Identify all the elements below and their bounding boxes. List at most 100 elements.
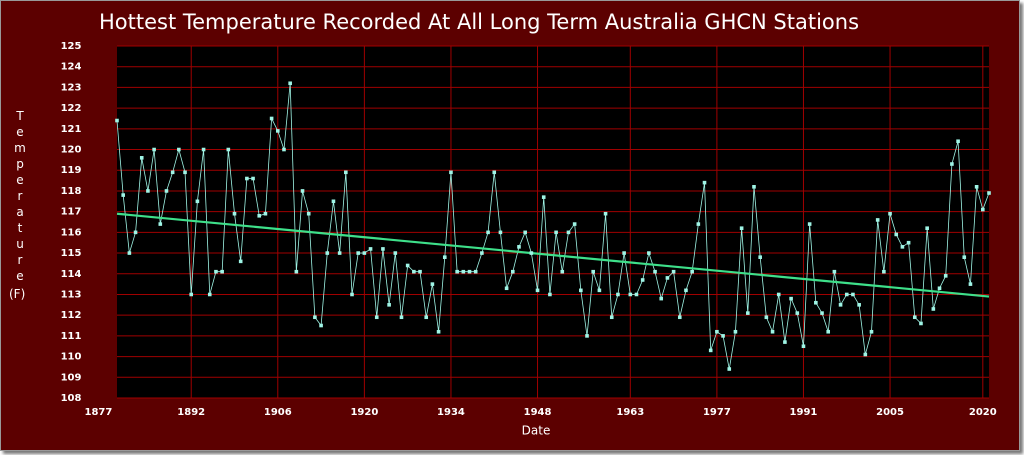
data-point <box>325 251 330 255</box>
data-point <box>344 170 348 175</box>
x-tick-label: 1934 <box>437 407 465 418</box>
data-point <box>517 245 521 249</box>
data-point <box>195 199 200 204</box>
y-tick-label: 120 <box>61 145 82 156</box>
data-line <box>116 83 990 370</box>
data-point <box>158 222 163 226</box>
data-point <box>715 329 719 334</box>
data-point <box>727 367 732 371</box>
data-point <box>498 230 503 235</box>
y-axis-unit: (F) <box>9 287 26 301</box>
x-axis-label: Date <box>522 424 551 438</box>
y-tick-label: 115 <box>61 248 82 259</box>
y-tick-label: 109 <box>61 372 82 383</box>
y-tick-label: 114 <box>61 269 82 280</box>
data-point <box>888 211 892 216</box>
data-point <box>214 269 218 274</box>
data-point <box>572 222 577 226</box>
data-point <box>603 211 608 216</box>
data-point <box>294 269 299 274</box>
data-point <box>931 307 936 311</box>
data-point <box>405 263 410 268</box>
data-point <box>269 116 274 121</box>
data-point <box>362 251 367 255</box>
x-tick-label: 1963 <box>616 407 644 418</box>
x-tick-label: 1906 <box>264 407 292 418</box>
data-point <box>708 348 713 353</box>
data-point <box>919 321 923 326</box>
data-point <box>356 251 360 255</box>
data-point <box>807 222 812 226</box>
data-point <box>152 147 156 152</box>
data-point <box>609 315 614 320</box>
data-point <box>906 240 911 245</box>
data-point <box>282 147 286 152</box>
data-point <box>133 230 138 235</box>
x-tick-label: 1948 <box>524 407 552 418</box>
data-point <box>170 170 175 175</box>
x-tick-label: 1977 <box>703 407 731 418</box>
data-point <box>220 269 224 274</box>
y-tick-label: 113 <box>61 289 82 300</box>
y-tick-label: 112 <box>61 310 82 321</box>
x-tick-label: 2020 <box>969 407 997 418</box>
data-point <box>306 211 311 216</box>
data-point <box>758 255 762 259</box>
data-point <box>764 315 769 320</box>
data-point <box>504 286 509 291</box>
y-tick-label: 122 <box>61 103 82 114</box>
y-tick-label: 111 <box>61 331 82 342</box>
data-point <box>690 269 694 274</box>
data-point <box>900 245 905 249</box>
data-point <box>987 191 991 195</box>
x-tick-label: 2005 <box>876 407 904 418</box>
data-point <box>288 81 292 86</box>
data-point <box>115 118 119 123</box>
data-point <box>721 334 725 338</box>
data-point <box>449 170 453 175</box>
data-point <box>832 269 837 274</box>
data-point <box>640 278 645 282</box>
data-point <box>146 189 150 193</box>
data-point <box>789 296 793 301</box>
data-point <box>127 251 132 255</box>
data-point <box>677 315 682 320</box>
y-tick-label: 116 <box>61 227 82 238</box>
data-point <box>486 230 490 235</box>
data-point <box>418 269 422 274</box>
data-point <box>164 189 169 193</box>
data-point <box>226 147 231 152</box>
data-point <box>733 329 738 334</box>
data-point <box>776 292 781 297</box>
data-point <box>374 315 379 320</box>
data-point <box>257 213 262 218</box>
data-point <box>313 315 317 320</box>
y-axis-label: Temperature <box>13 109 27 285</box>
data-point <box>616 292 620 297</box>
x-tick-label: 1877 <box>85 407 113 418</box>
data-point <box>844 292 849 297</box>
data-point <box>863 352 868 357</box>
data-point <box>671 269 676 274</box>
data-point <box>189 292 194 297</box>
data-point <box>177 147 181 152</box>
x-tick-label: 1991 <box>790 407 818 418</box>
data-point <box>523 230 527 235</box>
data-point <box>480 251 484 255</box>
data-point <box>566 230 571 235</box>
data-point <box>319 323 323 328</box>
data-point <box>430 282 435 286</box>
data-point <box>826 329 831 334</box>
data-point <box>783 340 787 344</box>
data-point <box>634 292 639 297</box>
data-point <box>875 218 880 222</box>
data-point <box>121 193 125 197</box>
y-tick-label: 117 <box>61 207 82 218</box>
data-point <box>183 170 187 175</box>
data-point <box>387 303 391 307</box>
data-point <box>554 230 558 235</box>
data-point <box>300 189 305 193</box>
data-point <box>801 344 806 349</box>
